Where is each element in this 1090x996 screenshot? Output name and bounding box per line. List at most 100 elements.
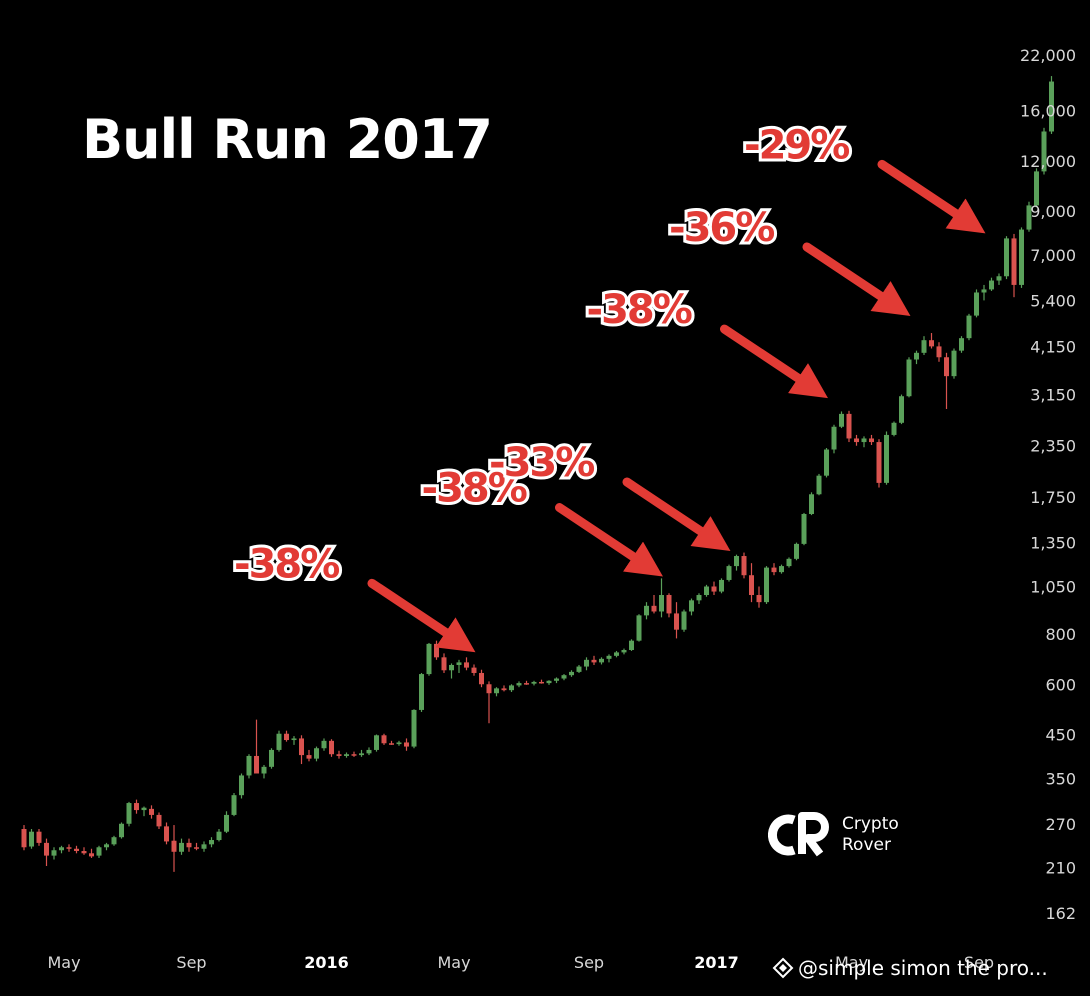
candle-body	[134, 803, 139, 811]
candle	[981, 284, 987, 301]
candle-body	[171, 840, 177, 852]
candle-body	[426, 643, 432, 675]
candle	[396, 740, 402, 746]
candle	[966, 313, 972, 341]
candle	[1049, 76, 1054, 134]
candle-body	[51, 850, 57, 856]
candle	[629, 639, 634, 651]
x-tick-label: 2016	[304, 953, 349, 972]
y-tick-label: 800	[1045, 625, 1076, 644]
candle	[531, 680, 537, 686]
candle	[524, 680, 529, 685]
y-tick-label: 450	[1045, 726, 1076, 745]
candle-body	[531, 681, 537, 684]
candle-body	[194, 847, 199, 849]
candle-body	[839, 413, 844, 427]
logo-text-line2: Rover	[842, 835, 891, 855]
candle-body	[89, 853, 94, 857]
candle-body	[516, 683, 522, 686]
candle-body	[396, 742, 402, 745]
candle	[374, 734, 379, 752]
candle-body	[921, 340, 927, 353]
candle-body	[389, 743, 394, 745]
candle-body	[336, 754, 342, 756]
candle	[591, 655, 597, 665]
candle	[674, 602, 679, 639]
candle	[239, 773, 244, 799]
candle	[959, 336, 964, 353]
x-tick-label: Sep	[964, 953, 994, 972]
candle	[846, 410, 852, 443]
annotation-label: -38%	[234, 541, 339, 587]
candle	[771, 563, 777, 576]
candle	[546, 680, 552, 685]
candle	[614, 650, 619, 658]
candle-body	[734, 556, 739, 567]
candle-body	[846, 413, 852, 439]
candle	[276, 730, 282, 752]
candle	[584, 657, 589, 671]
candle	[1026, 201, 1032, 232]
y-tick-label: 162	[1045, 904, 1076, 923]
candle	[554, 677, 559, 684]
x-tick-label: May	[835, 953, 868, 972]
candle-body	[284, 733, 289, 741]
candle	[726, 564, 732, 582]
candle-body	[539, 681, 544, 684]
candle	[29, 829, 34, 849]
annotation: -38%	[231, 538, 476, 653]
annotation-label: -36%	[669, 205, 774, 251]
candle	[704, 584, 709, 597]
candle-body	[929, 340, 934, 347]
candle-body	[524, 683, 529, 685]
candle-body	[644, 605, 649, 616]
candle-body	[21, 829, 27, 848]
candle	[351, 751, 357, 757]
candle	[996, 273, 1002, 285]
candle-body	[464, 662, 469, 668]
candle-body	[404, 742, 409, 747]
candle-body	[366, 749, 372, 754]
candle	[876, 439, 882, 488]
candle-body	[891, 422, 897, 435]
candle	[719, 578, 724, 594]
candle	[441, 653, 447, 673]
cr-logo-icon	[768, 812, 829, 857]
x-tick-label: May	[437, 953, 470, 972]
y-tick-label: 1,750	[1030, 488, 1076, 507]
candle	[576, 664, 582, 673]
candle	[291, 736, 297, 745]
annotation-label: -38%	[587, 287, 692, 333]
candle	[696, 593, 702, 604]
candle	[104, 842, 109, 851]
annotation-arrow	[367, 578, 476, 653]
candle	[1004, 236, 1009, 280]
candle	[839, 411, 844, 429]
y-tick-label: 16,000	[1020, 102, 1076, 121]
annotation-label: -38%	[422, 466, 527, 512]
candle	[119, 822, 124, 839]
x-axis: May Sep 2016 May Sep 2017 May Sep	[47, 953, 994, 972]
candle-body	[374, 735, 379, 750]
annotation-arrow	[622, 477, 731, 552]
candle	[149, 805, 154, 819]
candle	[156, 812, 162, 830]
candle	[21, 825, 27, 851]
candle-body	[659, 595, 664, 612]
candle-body	[719, 579, 724, 592]
candle	[651, 595, 657, 614]
annotation-arrow	[720, 324, 828, 399]
candle-body	[666, 595, 672, 614]
candle	[419, 672, 424, 712]
candle	[81, 847, 87, 855]
candle	[621, 648, 627, 655]
candle-body	[884, 434, 889, 483]
candle-body	[74, 848, 79, 852]
candle	[974, 289, 979, 318]
candle	[861, 436, 867, 448]
candle	[539, 679, 544, 684]
candle	[854, 434, 859, 446]
candle	[936, 342, 942, 362]
candle	[689, 598, 694, 616]
candle-body	[779, 566, 784, 573]
